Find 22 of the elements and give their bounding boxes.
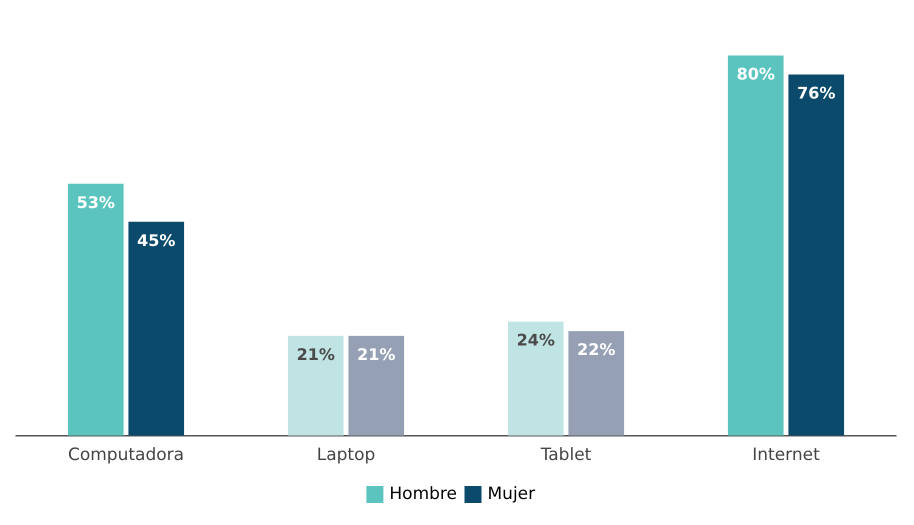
x-tick-label: Computadora	[68, 445, 184, 466]
data-label: 45%	[137, 230, 176, 250]
x-tick-label: Laptop	[316, 445, 376, 466]
x-tick-label: Internet	[752, 445, 820, 466]
data-label: 24%	[516, 330, 555, 350]
x-tick-label: Tablet	[540, 445, 592, 466]
bar	[508, 322, 564, 436]
data-label: 22%	[577, 340, 616, 360]
data-label: 80%	[736, 64, 775, 84]
bar	[348, 336, 404, 436]
bar	[288, 336, 344, 436]
legend-label: Mujer	[488, 484, 536, 504]
legend-label: Hombre	[389, 484, 458, 504]
bar	[568, 331, 624, 436]
data-label: 21%	[357, 344, 396, 364]
bar	[788, 74, 844, 436]
data-label: 53%	[76, 192, 115, 212]
bar	[68, 184, 124, 436]
bar	[728, 56, 784, 436]
bar	[128, 222, 184, 436]
data-label: 21%	[296, 344, 335, 364]
data-label: 76%	[797, 84, 836, 103]
